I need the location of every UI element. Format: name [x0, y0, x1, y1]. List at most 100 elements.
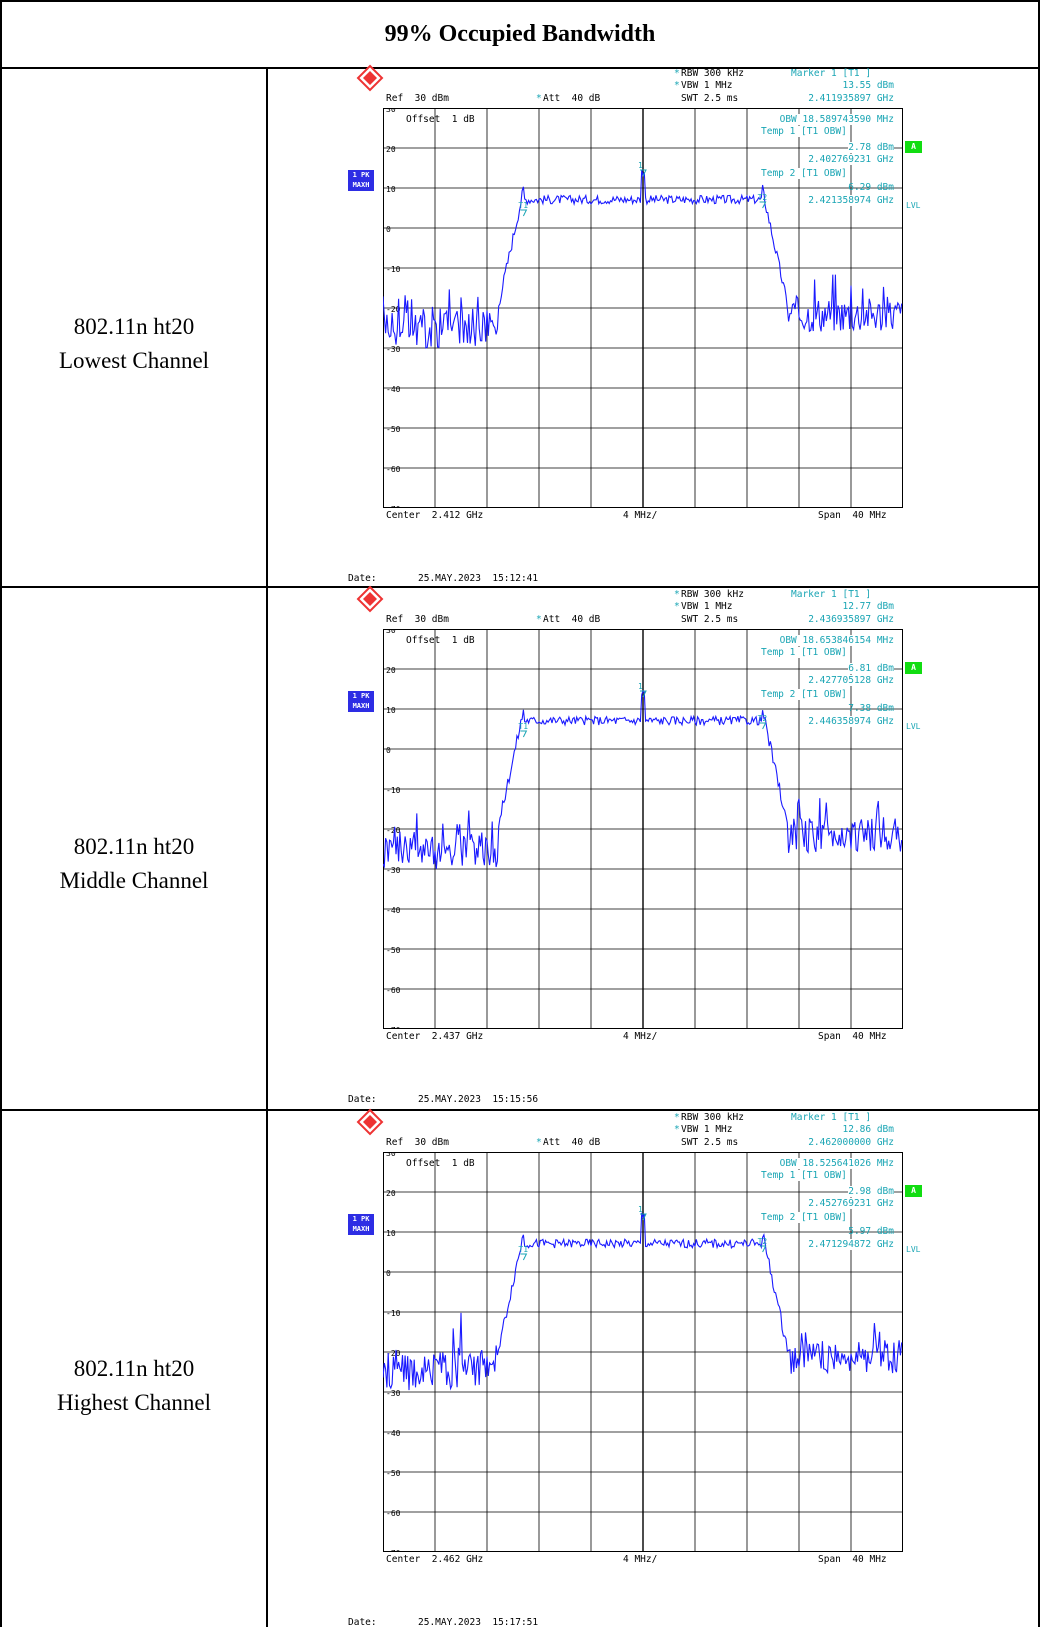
obw-label: OBW 18.525641026 MHz: [779, 1158, 894, 1169]
row-label-channel: Lowest Channel: [58, 348, 210, 373]
trace-detector-badge: 1 PK MAXH: [348, 691, 374, 712]
att-label: Att 40 dB: [543, 1137, 601, 1148]
rbw-label: RBW 300 kHz: [681, 68, 744, 79]
temp2-freq: 2.421358974 GHz: [808, 195, 894, 206]
marker1-title: Marker 1 [T1 ]: [791, 589, 872, 600]
row-label-lowest: 802.11n ht20 Lowest Channel: [2, 310, 266, 378]
row-label-middle: 802.11n ht20 Middle Channel: [2, 830, 266, 898]
lvl-indicator: LVL: [906, 201, 921, 210]
trace-detector-line2: MAXH: [352, 702, 370, 710]
row-label-mode: 802.11n ht20: [73, 1356, 195, 1381]
y-tick-label: -40: [386, 906, 401, 915]
rbw-label: RBW 300 kHz: [681, 589, 744, 600]
y-tick-label: -50: [386, 1469, 401, 1478]
y-tick-label: 20: [386, 1189, 396, 1198]
swt-label: SWT 2.5 ms: [681, 1137, 739, 1148]
trace-detector-line1: 1 PK: [352, 171, 370, 179]
temp2-title: Temp 2 [T1 OBW]: [761, 168, 847, 179]
temp1-freq: 2.402769231 GHz: [808, 154, 894, 165]
spectrum-plot-panel: * RBW 300 kHz * VBW 1 MHz Ref 30 dBm * A…: [348, 585, 940, 1108]
marker-t2-label: T2: [758, 1237, 768, 1246]
vbw-label: VBW 1 MHz: [681, 80, 733, 91]
rs-logo-icon: [356, 1108, 384, 1136]
y-tick-label: -50: [386, 946, 401, 955]
marker-1-label: 1: [638, 682, 643, 691]
temp1-title: Temp 1 [T1 OBW]: [761, 1170, 847, 1181]
marker1-value: 12.86 dBm: [842, 1124, 894, 1135]
span-label: Span 40 MHz: [818, 1554, 887, 1565]
marker-1-icon: [640, 1213, 647, 1221]
marker1-freq: 2.462000000 GHz: [808, 1137, 894, 1148]
spectrum-plot-panel: * RBW 300 kHz * VBW 1 MHz Ref 30 dBm * A…: [348, 64, 940, 587]
marker-t2-icon: [759, 201, 767, 209]
y-tick-label: -60: [386, 986, 401, 995]
offset-label: Offset 1 dB: [406, 1158, 475, 1169]
rs-logo-icon: [356, 585, 384, 613]
marker-t1-icon: [520, 730, 528, 738]
temp1-freq: 2.452769231 GHz: [808, 1198, 894, 1209]
att-star: *: [536, 93, 542, 104]
trace-detector-badge: 1 PK MAXH: [348, 1214, 374, 1235]
row-label-channel: Middle Channel: [59, 868, 209, 893]
rbw-star: *: [674, 68, 680, 79]
y-tick-label: -10: [386, 786, 401, 795]
y-tick-label: -70: [386, 505, 401, 508]
date-value: 25.MAY.2023 15:17:51: [418, 1617, 539, 1628]
table-border-top: [0, 0, 1040, 2]
rs-logo-icon: [356, 64, 384, 92]
y-tick-label: 0: [386, 746, 391, 755]
table-border-left: [0, 0, 2, 1627]
temp1-value: 2.78 dBm: [848, 142, 894, 153]
marker-t2-icon: [759, 722, 767, 730]
lvl-indicator: LVL: [906, 1245, 921, 1254]
temp2-value: 5.97 dBm: [848, 1226, 894, 1237]
temp1-value: 6.81 dBm: [848, 663, 894, 674]
att-star: *: [536, 1137, 542, 1148]
y-tick-label: -40: [386, 1429, 401, 1438]
y-tick-label: 10: [386, 185, 396, 194]
marker-1-icon: [640, 169, 647, 177]
vbw-label: VBW 1 MHz: [681, 601, 733, 612]
row-label-mode: 802.11n ht20: [73, 314, 195, 339]
row-label-channel: Highest Channel: [57, 1390, 211, 1415]
temp2-title: Temp 2 [T1 OBW]: [761, 1212, 847, 1223]
marker1-title: Marker 1 [T1 ]: [791, 68, 872, 79]
marker1-title: Marker 1 [T1 ]: [791, 1112, 872, 1123]
a-indicator: A: [905, 1185, 922, 1197]
y-tick-label: -10: [386, 265, 401, 274]
column-divider: [266, 67, 268, 1627]
marker-t2-label: T2: [758, 193, 768, 202]
swt-label: SWT 2.5 ms: [681, 93, 739, 104]
y-tick-label: -50: [386, 425, 401, 434]
div-label: 4 MHz/: [623, 1554, 658, 1565]
offset-label: Offset 1 dB: [406, 635, 475, 646]
y-tick-label: 30: [386, 629, 396, 635]
y-tick-label: 10: [386, 1229, 396, 1238]
row-divider-1: [0, 586, 1040, 588]
marker-t1-label: T1: [518, 1245, 528, 1254]
vbw-star: *: [674, 1124, 680, 1135]
temp1-title: Temp 1 [T1 OBW]: [761, 126, 847, 137]
row-label-mode: 802.11n ht20: [73, 834, 195, 859]
y-tick-label: 20: [386, 145, 396, 154]
y-tick-label: -10: [386, 1309, 401, 1318]
temp1-value: 2.98 dBm: [848, 1186, 894, 1197]
y-tick-label: -60: [386, 1509, 401, 1518]
obw-label: OBW 18.653846154 MHz: [779, 635, 894, 646]
marker-1-label: 1: [638, 161, 643, 170]
trace-detector-line1: 1 PK: [352, 1215, 370, 1223]
y-tick-label: -70: [386, 1026, 401, 1029]
temp2-freq: 2.471294872 GHz: [808, 1239, 894, 1250]
center-freq: Center 2.462 GHz: [386, 1554, 484, 1565]
y-tick-label: -30: [386, 866, 401, 875]
offset-label: Offset 1 dB: [406, 114, 475, 125]
y-tick-label: -20: [386, 826, 401, 835]
y-tick-label: -20: [386, 1349, 401, 1358]
temp1-freq: 2.427705128 GHz: [808, 675, 894, 686]
rbw-label: RBW 300 kHz: [681, 1112, 744, 1123]
y-tick-label: 20: [386, 666, 396, 675]
date-label: Date:: [348, 1094, 377, 1105]
y-tick-label: 30: [386, 108, 396, 114]
swt-label: SWT 2.5 ms: [681, 614, 739, 625]
